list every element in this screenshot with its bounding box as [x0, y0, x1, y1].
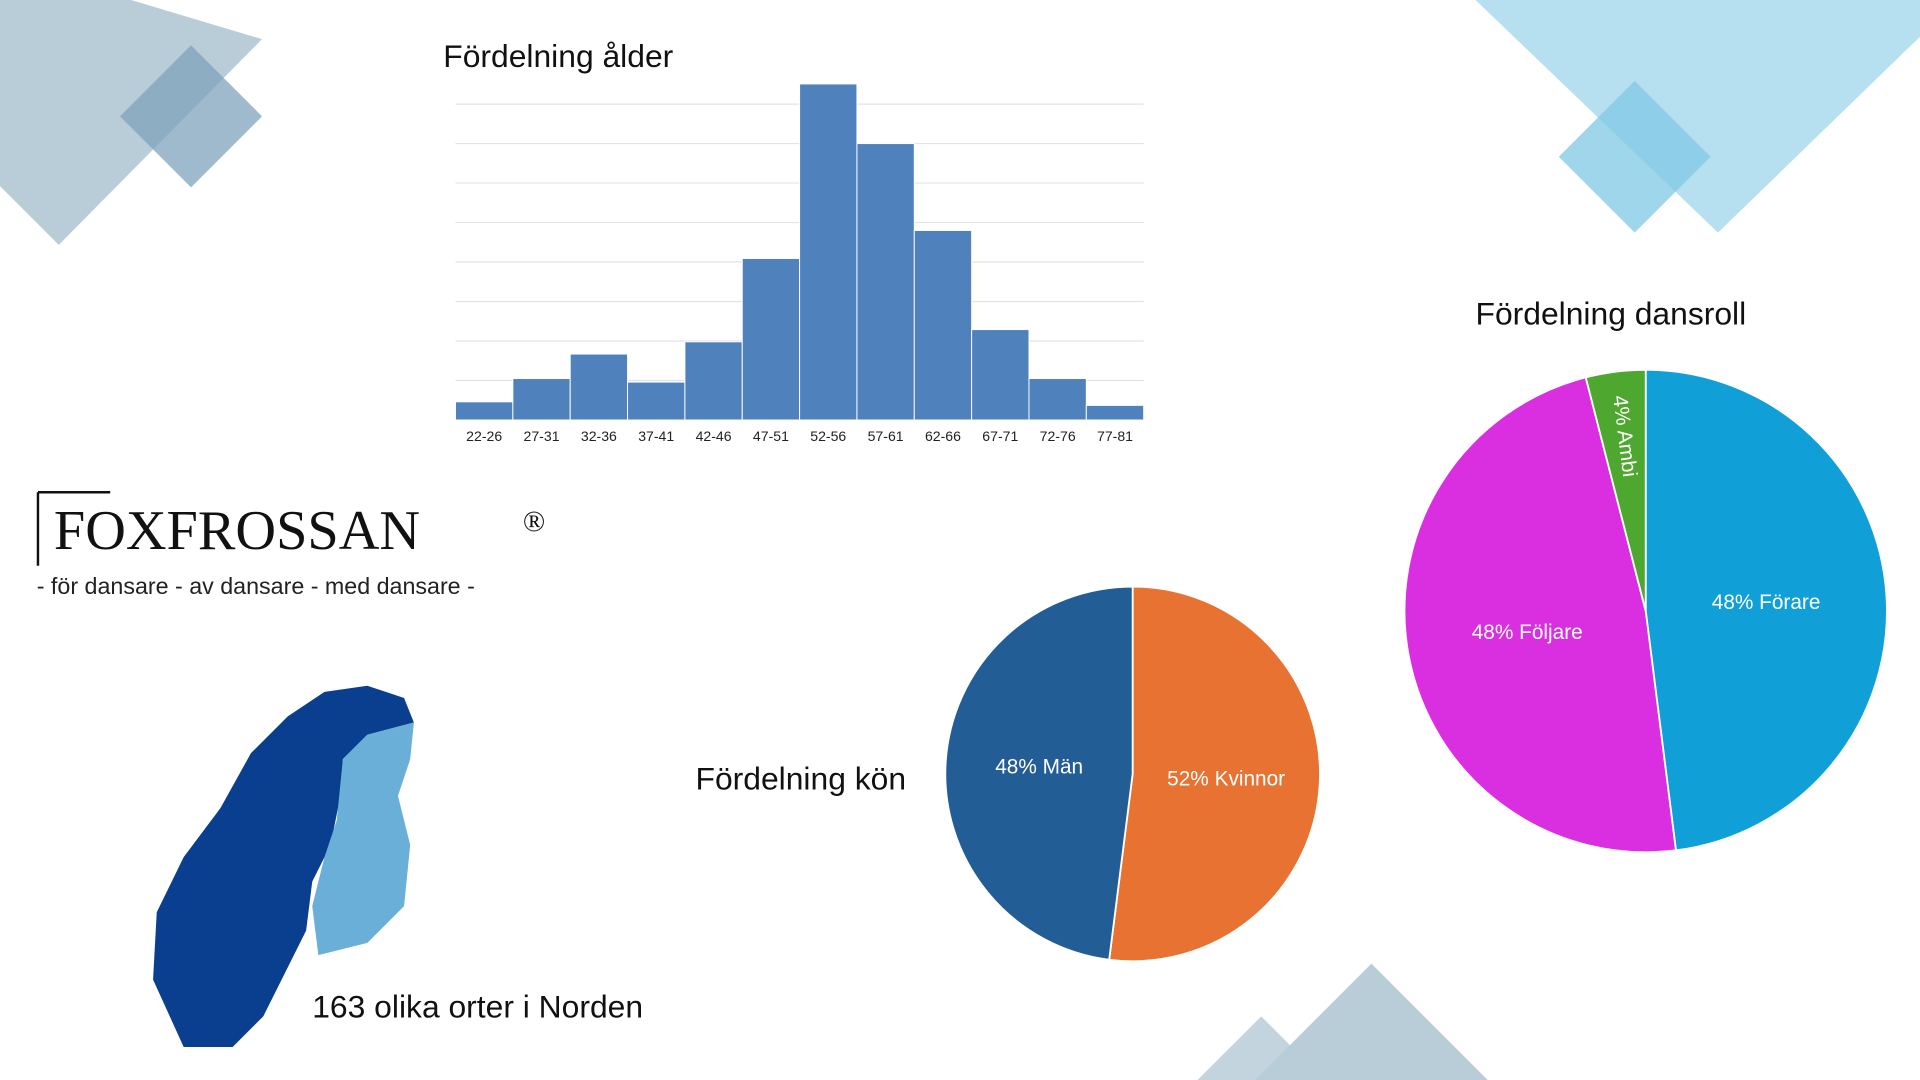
chart-title: Fördelning kön: [696, 761, 907, 797]
x-tick-label: 47-51: [753, 428, 789, 444]
data-label: 48% Förare: [1712, 591, 1821, 614]
x-tick-label: 42-46: [696, 428, 732, 444]
x-tick-label: 77-81: [1097, 428, 1133, 444]
pie-slice: [944, 585, 1134, 961]
bar: [741, 257, 801, 421]
bar: [684, 341, 743, 421]
bar: [799, 83, 858, 421]
x-tick-label: 27-31: [524, 428, 560, 444]
x-tick-label: 57-61: [868, 428, 904, 444]
x-tick-label: 52-56: [810, 428, 846, 444]
diamond: [1475, 0, 1920, 233]
land-light: [312, 722, 414, 956]
x-tick-label: 67-71: [982, 428, 1018, 444]
x-tick-label: 72-76: [1040, 428, 1076, 444]
x-tick-label: 62-66: [925, 428, 961, 444]
x-tick-label: 32-36: [581, 428, 617, 444]
data-label: 48% Följare: [1472, 621, 1583, 644]
pie-slice: [1644, 368, 1888, 852]
bar: [569, 353, 629, 421]
bar: [913, 229, 973, 421]
charts: Fördelning ålder 22-26 27-31 32-36 37-41 42-4…: [443, 38, 1888, 963]
bar: [1028, 378, 1087, 421]
bar: [971, 329, 1030, 421]
logo: FOXFROSSAN ® - för dansare - av dansare …: [36, 491, 545, 599]
bar: [856, 143, 915, 421]
bar: [455, 401, 514, 421]
bar: [1085, 404, 1145, 421]
x-tick-label: 37-41: [638, 428, 674, 444]
bar: [512, 378, 571, 421]
pie-slice: [1584, 368, 1647, 612]
map-caption: 163 olika orter i Norden: [312, 988, 643, 1024]
logo-mark: ®: [523, 506, 545, 538]
data-label: 52% Kvinnor: [1167, 767, 1285, 790]
diamond: [1255, 963, 1488, 1080]
logo-name: FOXFROSSAN: [54, 500, 420, 562]
map: [153, 685, 414, 1047]
pie-slice: [1403, 376, 1677, 854]
diamond: [1197, 1016, 1325, 1080]
bar: [627, 381, 686, 421]
land-dark: [153, 685, 414, 1047]
x-tick-label: 22-26: [466, 428, 502, 444]
chart-title: Fördelning dansroll: [1476, 295, 1747, 331]
chart-title: Fördelning ålder: [443, 38, 673, 74]
diamond: [1558, 80, 1711, 233]
logo-tagline: - för dansare - av dansare - med dansare…: [37, 573, 475, 599]
data-label: 48% Män: [995, 755, 1083, 778]
pie-slice: [1108, 585, 1321, 963]
